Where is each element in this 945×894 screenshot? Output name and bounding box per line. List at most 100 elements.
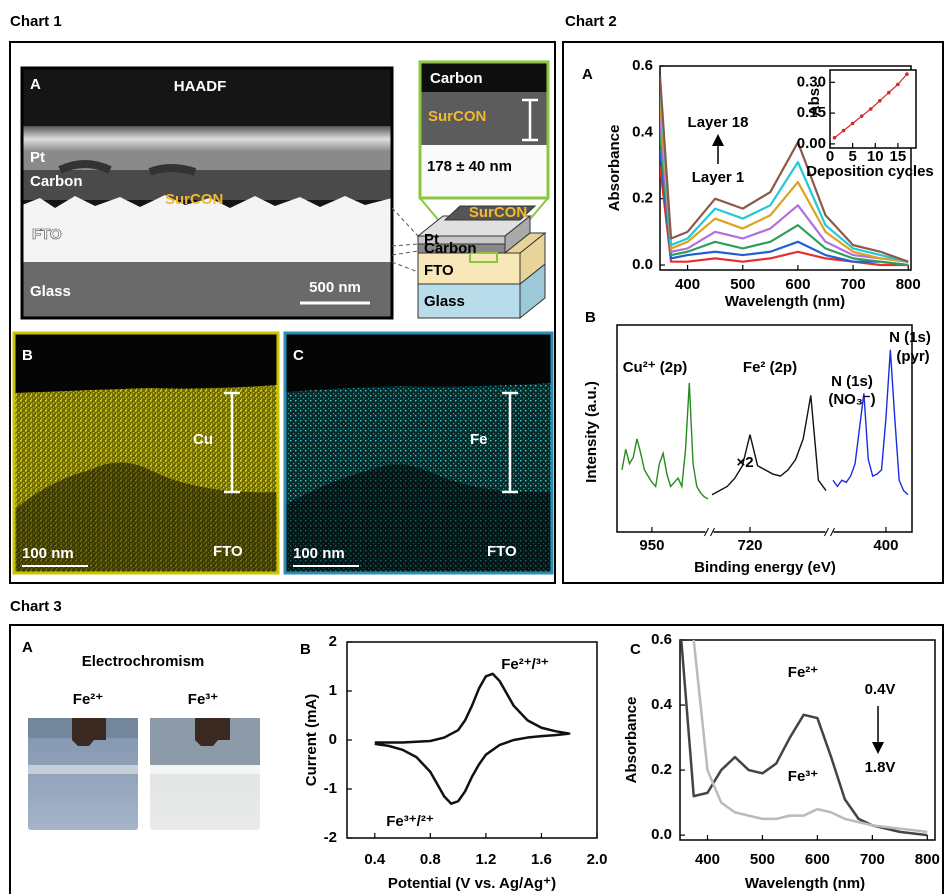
plot-frame [617,325,912,532]
x-tick-label: 700 [841,276,866,293]
element-label: Fe [470,431,488,448]
image-title: HAADF [174,78,227,95]
state-label: Fe³⁺ [188,691,219,708]
x-tick-label: 400 [873,537,898,554]
scale-bar-label: 500 nm [309,279,361,296]
annotation: 0.4V [865,681,896,698]
y-axis-label: Abs. [806,84,823,117]
panel-label: A [582,66,593,83]
data-point [887,91,891,95]
section-title: Chart 2 [565,13,617,30]
annotation: Fe³⁺/²⁺ [386,813,434,830]
x-tick-label: 600 [805,851,830,868]
layer-label: SurCON [165,191,223,208]
annotation: 1.8V [865,759,896,776]
y-tick-label: 1 [329,682,337,699]
x-tick-label: 0.8 [420,851,441,868]
eds-map-cu [14,333,278,573]
y-tick-label: 0.4 [632,123,654,140]
inset-label: SurCON [428,108,486,125]
spectrum [833,350,908,495]
y-axis-label: Intensity (a.u.) [583,381,600,483]
y-axis-label: Absorbance [623,697,640,784]
thickness-label: 178 ± 40 nm [427,158,512,175]
data-point [833,136,837,140]
y-tick-label: 0.0 [651,826,672,843]
y-tick-label: 0.4 [651,696,673,713]
layer-label: FTO [32,226,62,243]
y-axis-label: Absorbance [606,125,623,212]
x-tick-label: 1.6 [531,851,552,868]
panel-label: C [293,347,304,364]
state-label: Fe²⁺ [73,691,104,708]
annotation: Fe²⁺ [788,664,819,681]
layer-label: Glass [30,283,71,300]
layer-label: Pt [30,149,45,166]
panel-label: B [22,347,33,364]
y-tick-label: 0.6 [651,631,672,648]
x-axis-label: Wavelength (nm) [725,293,845,310]
panel-label: C [630,641,641,658]
x-tick-label: 0.4 [364,851,386,868]
device-photo [28,718,260,830]
y-tick-label: 0.2 [651,761,672,778]
y-tick-label: 2 [329,633,337,650]
annotation: Fe²⁺/³⁺ [501,656,549,673]
x-tick-label: 800 [915,851,940,868]
x-tick-label: 400 [675,276,700,293]
scale-bar-label: 100 nm [293,545,345,562]
x-tick-label: 720 [737,537,762,554]
annotation: (pyr) [896,348,929,365]
x-tick-label: 1.2 [475,851,496,868]
x-axis-label: Deposition cycles [806,163,934,180]
panel-label: B [300,641,311,658]
data-point [860,114,864,118]
annotation: ×2 [736,454,753,471]
x-axis-label: Binding energy (eV) [694,559,836,576]
annotation: Fe³⁺ [788,768,819,785]
plot-frame [347,642,597,838]
y-axis-label: Current (mA) [303,694,320,787]
x-tick-label: 800 [896,276,921,293]
data-point [842,129,846,133]
device-schematic [392,206,545,318]
x-axis-label: Wavelength (nm) [745,875,865,892]
x-tick-label: 700 [860,851,885,868]
inset-label: Carbon [430,70,483,87]
annotation: Fe² (2p) [743,359,797,376]
data-point [851,122,855,126]
scale-bar-label: 100 nm [22,545,74,562]
spectrum [712,395,826,494]
element-label: Cu [193,431,213,448]
data-point [905,72,909,76]
y-tick-label: 0.0 [632,256,653,273]
annotation: Layer 1 [692,169,745,186]
panel-title: Electrochromism [82,653,205,670]
substrate-label: FTO [213,543,243,560]
x-axis-label: Potential (V vs. Ag/Ag⁺) [388,875,556,892]
x-tick-label: 400 [695,851,720,868]
annotation: (NO₃⁻) [828,391,875,408]
section-title: Chart 1 [10,13,62,30]
x-tick-label: 2.0 [587,851,608,868]
schematic-label: FTO [424,262,454,279]
spectrum [622,383,708,499]
x-tick-label: 950 [639,537,664,554]
y-tick-label: 0 [329,731,337,748]
y-tick-label: 0.00 [797,135,826,152]
annotation: N (1s) [831,373,873,390]
layer-label: Carbon [30,173,83,190]
schematic-label: Glass [424,293,465,310]
plot-frame [830,70,916,148]
figure: Chart 1 Chart 2 Chart 3 A HAADF Pt Carbo… [0,0,945,894]
data-line [680,624,927,835]
panel-label: A [22,639,33,656]
x-tick-label: 600 [785,276,810,293]
y-tick-label: 0.6 [632,57,653,74]
data-line [375,674,569,804]
x-tick-label: 500 [730,276,755,293]
annotation: Layer 18 [688,114,749,131]
data-point [878,99,882,103]
annotation: Cu²⁺ (2p) [623,359,688,376]
panel-label: B [585,309,596,326]
